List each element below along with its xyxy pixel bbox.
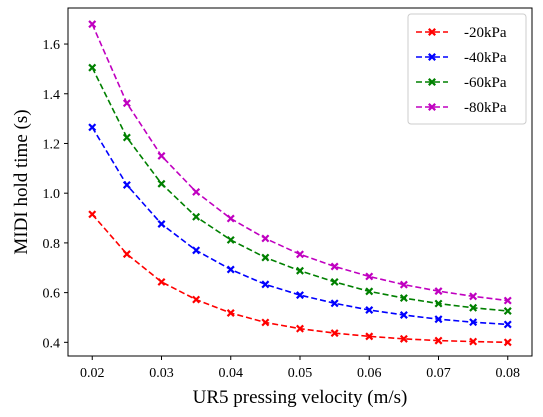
x-tick-label: 0.04 [218,366,243,381]
data-point [503,296,512,305]
data-point [469,337,478,346]
data-point [226,214,235,223]
legend-label: -60kPa [464,75,507,91]
data-point [399,294,408,303]
data-point [157,220,166,228]
data-point [157,277,166,286]
data-point [122,250,131,259]
x-axis-label: UR5 pressing velocity (m/s) [193,387,408,408]
data-point [469,292,478,301]
data-point [296,324,304,333]
data-point [330,329,339,338]
data-point [88,20,97,29]
data-point [330,299,339,308]
data-point [88,123,97,132]
data-point [434,287,443,296]
y-axis-ticks: 0.4 0.6 0.8 1.0 1.2 1.4 1.6 [43,38,68,351]
x-tick-label: 0.02 [80,366,105,381]
data-point [434,336,443,345]
data-point [157,179,166,188]
x-tick-label: 0.03 [149,366,174,381]
y-tick-label: 0.8 [43,237,61,252]
y-tick-label: 1.0 [43,187,61,202]
data-point [88,63,97,72]
data-point [226,309,235,317]
x-tick-label: 0.05 [288,366,313,381]
y-tick-label: 0.6 [43,287,61,302]
data-point [261,253,270,262]
y-axis-label: MIDI hold time (s) [11,109,32,254]
series-line [91,213,508,344]
data-point [365,332,374,341]
data-point [330,262,339,271]
data-point [399,311,408,319]
data-point [365,272,374,281]
data-point [192,246,201,255]
data-point [157,151,166,160]
data-point [503,320,512,329]
y-tick-label: 1.6 [43,38,61,53]
data-point [261,234,270,243]
data-point [365,287,374,296]
x-axis-ticks: 0.02 0.03 0.04 0.05 0.06 0.07 0.08 [80,356,520,381]
data-point [434,299,443,308]
data-point [261,280,270,289]
data-point [434,315,443,324]
data-point [296,291,304,300]
data-point [399,280,408,289]
legend: -20kPa -40kPa -60kPa -80kPa [407,13,527,125]
legend-label: -80kPa [464,100,507,116]
data-point [469,303,478,312]
legend-item: -40kPa [416,50,507,66]
data-point [122,99,131,108]
x-tick-label: 0.06 [357,366,382,381]
series--80kPa [88,20,512,305]
legend-label: -20kPa [464,25,507,41]
legend-label: -40kPa [464,50,507,66]
series-layer [88,20,512,347]
data-point [296,266,304,275]
data-point [365,306,374,314]
x-tick-label: 0.07 [426,366,451,381]
data-point [192,212,201,221]
y-tick-label: 1.4 [43,88,61,103]
data-point [330,277,339,286]
data-point [192,295,201,304]
legend-box [407,13,527,125]
data-point [469,318,478,327]
legend-item: -80kPa [416,100,507,116]
y-tick-label: 0.4 [43,336,61,351]
data-point [226,235,235,244]
data-point [503,338,512,347]
legend-marker [428,78,436,86]
legend-item: -60kPa [416,75,507,91]
data-point [296,250,304,259]
data-point [192,187,201,196]
x-tick-label: 0.08 [496,366,521,381]
series--60kPa [88,63,512,315]
data-point [88,210,97,219]
y-tick-label: 1.2 [43,137,61,152]
legend-marker [428,103,436,111]
data-point [226,265,235,274]
data-point [122,181,131,189]
series--40kPa [88,123,512,329]
legend-item: -20kPa [416,25,507,41]
series--20kPa [88,210,512,347]
data-point [399,334,408,343]
data-point [122,133,131,142]
legend-marker [428,53,436,61]
data-point [261,318,270,327]
data-point [503,307,512,315]
legend-marker [428,28,436,36]
